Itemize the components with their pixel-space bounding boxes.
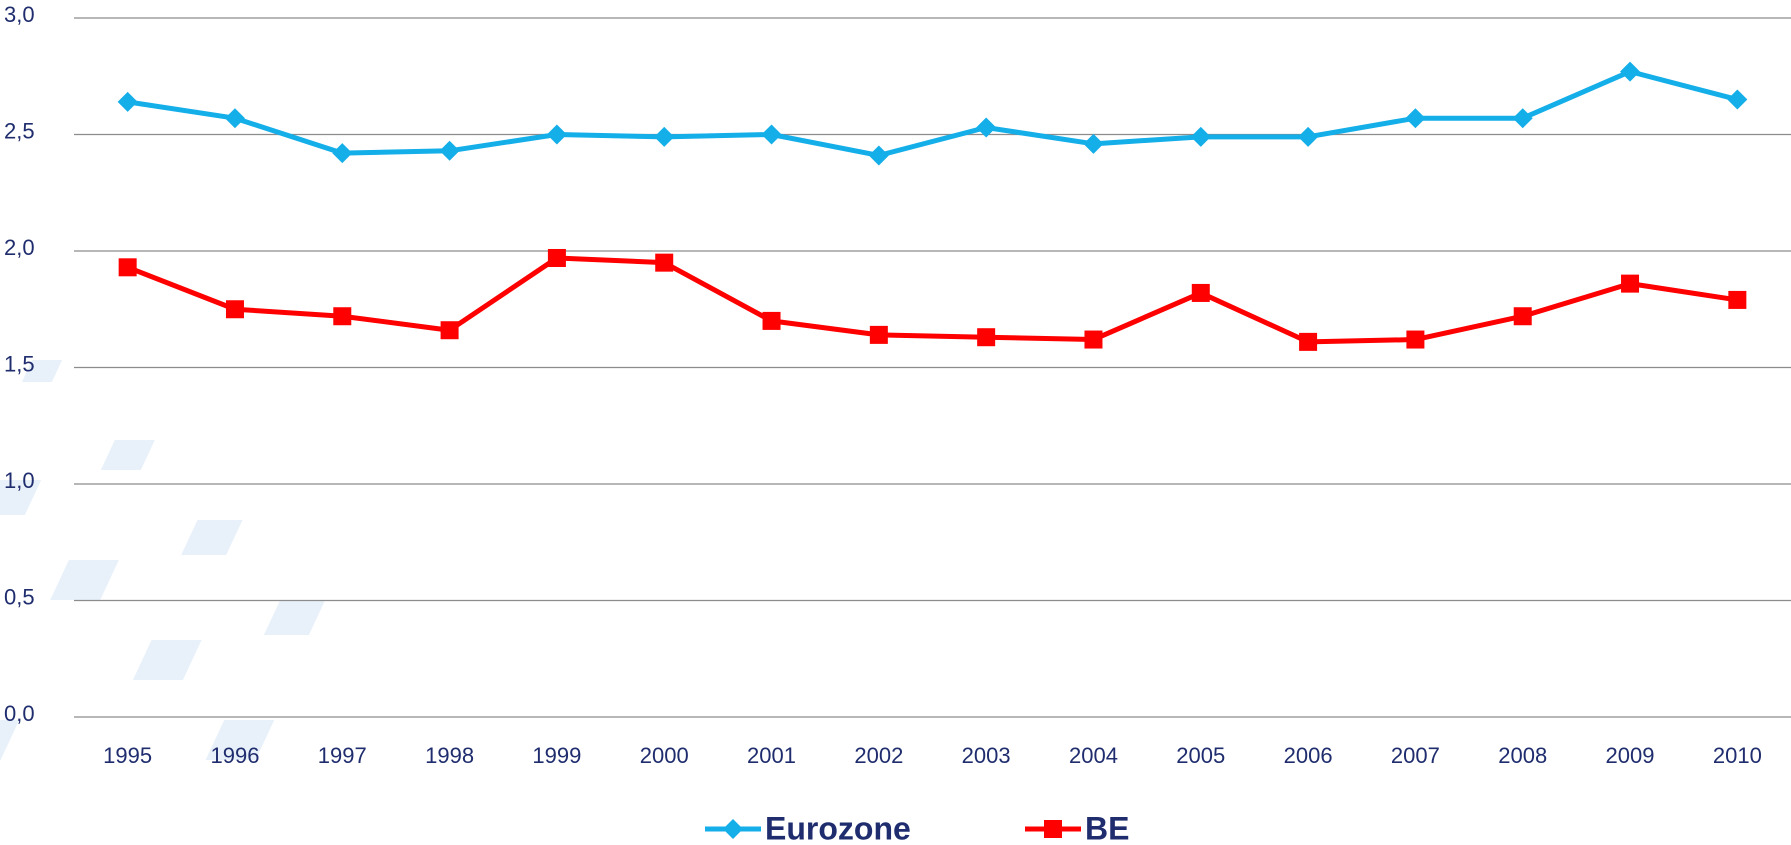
x-tick-label: 1995 <box>103 743 152 768</box>
x-tick-label: 2005 <box>1176 743 1225 768</box>
series-line <box>127 69 1738 158</box>
point <box>117 91 138 112</box>
legend-text: BE <box>1085 810 1129 845</box>
point <box>546 124 567 145</box>
point <box>976 117 997 138</box>
legend-text: Eurozone <box>765 810 911 845</box>
point <box>439 140 460 161</box>
point <box>762 311 781 330</box>
y-tick-label: 1,5 <box>4 351 35 376</box>
x-tick-label: 1999 <box>532 743 581 768</box>
point <box>1727 89 1748 110</box>
x-tick-label: 2000 <box>640 743 689 768</box>
y-tick-label: 2,5 <box>4 118 35 143</box>
point <box>723 819 743 839</box>
point <box>225 300 244 319</box>
point <box>1190 126 1211 147</box>
x-tick-label: 2010 <box>1713 743 1762 768</box>
x-tick-label: 2008 <box>1498 743 1547 768</box>
x-tick-label: 2001 <box>747 743 796 768</box>
series-line <box>126 255 1738 345</box>
point <box>118 258 137 277</box>
y-tick-label: 1,0 <box>4 468 35 493</box>
x-tick-label: 1996 <box>210 743 259 768</box>
x-tick-label: 2004 <box>1069 743 1118 768</box>
x-tick-label: 2007 <box>1391 743 1440 768</box>
point <box>1512 108 1533 129</box>
point <box>224 108 245 129</box>
point <box>869 325 888 344</box>
point <box>333 307 352 326</box>
point <box>1083 133 1104 154</box>
point <box>440 321 459 340</box>
point <box>1621 274 1640 293</box>
point <box>1191 283 1210 302</box>
x-tick-label: 1997 <box>318 743 367 768</box>
point <box>654 126 675 147</box>
point <box>1406 330 1425 349</box>
x-tick-label: 2009 <box>1606 743 1655 768</box>
point <box>547 248 566 267</box>
y-tick-label: 2,0 <box>4 235 35 260</box>
point <box>1084 330 1103 349</box>
x-tick-label: 2003 <box>962 743 1011 768</box>
point <box>1298 126 1319 147</box>
x-tick-label: 2002 <box>854 743 903 768</box>
y-tick-label: 0,0 <box>4 701 35 726</box>
point <box>1299 332 1318 351</box>
point <box>1405 108 1426 129</box>
point <box>1513 307 1532 326</box>
x-tick-label: 1998 <box>425 743 474 768</box>
point <box>332 143 353 164</box>
point <box>1044 820 1062 838</box>
point <box>1728 290 1747 309</box>
point <box>868 145 889 166</box>
point <box>761 124 782 145</box>
x-tick-label: 2006 <box>1284 743 1333 768</box>
point <box>977 328 996 347</box>
y-tick-label: 3,0 <box>4 2 35 27</box>
point <box>1620 61 1641 82</box>
background-pattern <box>0 360 326 760</box>
y-tick-label: 0,5 <box>4 584 35 609</box>
point <box>655 253 674 272</box>
